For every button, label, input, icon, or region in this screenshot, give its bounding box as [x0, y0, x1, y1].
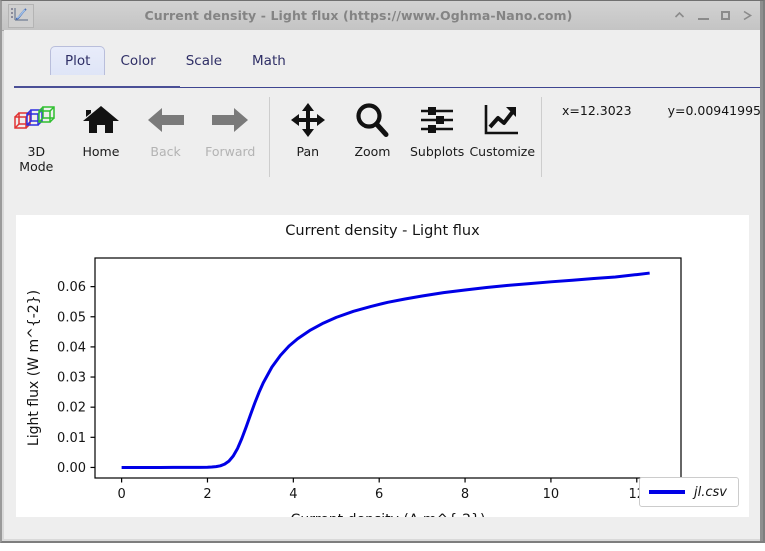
figure-canvas[interactable]: Current density - Light flux 0 2 4 6 8 10 12 0.… — [16, 215, 749, 528]
trend-chart-icon — [483, 99, 521, 141]
plot-toolbar: 3D Mode Home Back — [4, 89, 761, 211]
tab-color[interactable]: Color — [105, 46, 170, 75]
tab-plot-label: Plot — [65, 53, 91, 69]
axes-frame — [94, 257, 682, 479]
tab-bar: Plot Color Scale Math — [4, 30, 761, 89]
toolbar-subplots-label: Subplots — [409, 144, 465, 159]
y-tick-label: 0.05 — [57, 310, 86, 325]
x-tick-label: 8 — [461, 487, 469, 502]
y-tick-label: 0.00 — [57, 461, 86, 476]
x-tick-label: 10 — [543, 487, 560, 502]
toolbar-3d-mode-button[interactable]: 3D Mode — [4, 89, 69, 174]
window-title: Current density - Light flux (https://ww… — [144, 8, 573, 23]
toolbar-pan-button[interactable]: Pan — [276, 89, 341, 159]
tab-math[interactable]: Math — [237, 46, 301, 75]
toolbar-customize-label: Customize — [469, 144, 536, 159]
toolbar-home-label: Home — [82, 144, 120, 159]
chart-plot-area[interactable]: 0246810120.000.010.020.030.040.050.06Cur… — [16, 215, 757, 551]
arrow-left-icon — [146, 99, 186, 141]
three-cubes-icon — [13, 99, 59, 141]
tab-underline — [14, 86, 180, 88]
x-tick-label: 4 — [289, 487, 297, 502]
toolbar-3d-mode-label: 3D Mode — [19, 144, 54, 174]
toolbar-back-button[interactable]: Back — [133, 89, 198, 159]
y-tick-label: 0.06 — [57, 280, 86, 295]
chart-legend[interactable]: jl.csv — [639, 477, 739, 507]
chevron-up-icon[interactable] — [673, 9, 686, 22]
tab-scale[interactable]: Scale — [171, 46, 237, 75]
plot-app-icon — [8, 3, 34, 28]
y-tick-label: 0.02 — [57, 401, 86, 416]
tab-scale-label: Scale — [185, 53, 223, 69]
window-controls — [673, 9, 763, 22]
title-bar: Current density - Light flux (https://ww… — [2, 1, 763, 31]
toolbar-separator-2 — [541, 97, 543, 177]
toolbar-forward-button[interactable]: Forward — [198, 89, 263, 159]
tab-color-label: Color — [120, 53, 156, 69]
magnifier-icon — [354, 99, 390, 141]
tab-plot[interactable]: Plot — [50, 46, 106, 75]
toolbar-pan-label: Pan — [296, 144, 320, 159]
close-icon[interactable] — [741, 9, 754, 22]
arrow-right-icon — [210, 99, 250, 141]
toolbar-zoom-label: Zoom — [354, 144, 391, 159]
home-icon — [82, 99, 120, 141]
legend-swatch-jl-csv — [649, 490, 686, 494]
figure: Current density - Light flux 0 2 4 6 8 10 12 0.… — [16, 215, 749, 528]
toolbar-separator-1 — [268, 97, 270, 177]
y-axis-label: Light flux (W m^{-2}) — [26, 290, 42, 446]
y-tick-label: 0.03 — [57, 371, 86, 386]
main-panel: Plot Color Scale Math — [4, 30, 761, 539]
toolbar-customize-button[interactable]: Customize — [469, 89, 535, 159]
status-bar — [4, 517, 761, 539]
legend-label-jl-csv: jl.csv — [694, 484, 727, 500]
x-tick-label: 0 — [117, 487, 125, 502]
coord-y: y=0.00941995 — [667, 103, 761, 118]
minimize-icon[interactable] — [697, 9, 710, 22]
toolbar-forward-label: Forward — [205, 144, 256, 159]
window-right-edge — [760, 1, 763, 541]
toolbar-zoom-button[interactable]: Zoom — [340, 89, 405, 159]
cursor-coordinates: x=12.3023 y=0.00941995 — [562, 89, 761, 118]
toolbar-subplots-button[interactable]: Subplots — [405, 89, 470, 159]
four-way-arrows-icon — [290, 99, 326, 141]
chart-title: Current density - Light flux — [285, 223, 480, 239]
x-tick-label: 6 — [375, 487, 383, 502]
series-line — [121, 271, 650, 469]
maximize-icon[interactable] — [721, 11, 730, 20]
toolbar-back-label: Back — [150, 144, 181, 159]
tab-math-label: Math — [252, 53, 286, 69]
y-tick-label: 0.01 — [57, 431, 86, 446]
sliders-icon — [419, 99, 455, 141]
coord-x: x=12.3023 — [562, 103, 632, 118]
x-tick-label: 2 — [203, 487, 211, 502]
y-tick-label: 0.04 — [57, 340, 86, 355]
toolbar-home-button[interactable]: Home — [69, 89, 134, 159]
tab-underline-rest — [180, 87, 761, 88]
